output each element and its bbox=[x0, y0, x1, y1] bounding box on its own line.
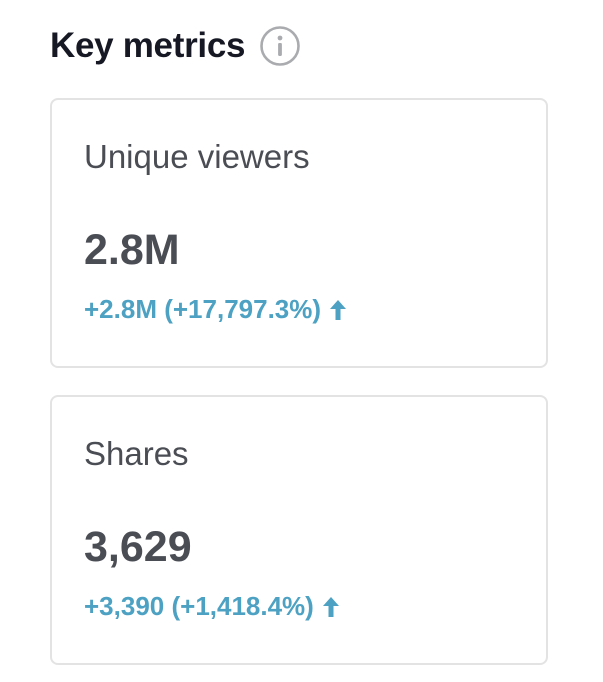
metric-change-text: +2.8M (+17,797.3%) bbox=[84, 294, 322, 324]
metric-card-shares: Shares 3,629 +3,390 (+1,418.4%) bbox=[50, 395, 548, 665]
metric-change: +2.8M (+17,797.3%) bbox=[84, 294, 347, 325]
key-metrics-header: Key metrics bbox=[50, 22, 301, 70]
metric-value: 3,629 bbox=[84, 523, 192, 571]
metric-card-unique-viewers: Unique viewers 2.8M +2.8M (+17,797.3%) bbox=[50, 98, 548, 368]
metric-label: Shares bbox=[84, 435, 189, 472]
section-title: Key metrics bbox=[50, 26, 246, 65]
arrow-up-icon bbox=[322, 596, 340, 618]
metric-label: Unique viewers bbox=[84, 138, 310, 175]
metric-value: 2.8M bbox=[84, 226, 180, 274]
info-icon[interactable] bbox=[259, 25, 301, 67]
arrow-up-icon bbox=[329, 299, 347, 321]
metric-change-text: +3,390 (+1,418.4%) bbox=[84, 591, 314, 621]
metric-change: +3,390 (+1,418.4%) bbox=[84, 591, 340, 622]
